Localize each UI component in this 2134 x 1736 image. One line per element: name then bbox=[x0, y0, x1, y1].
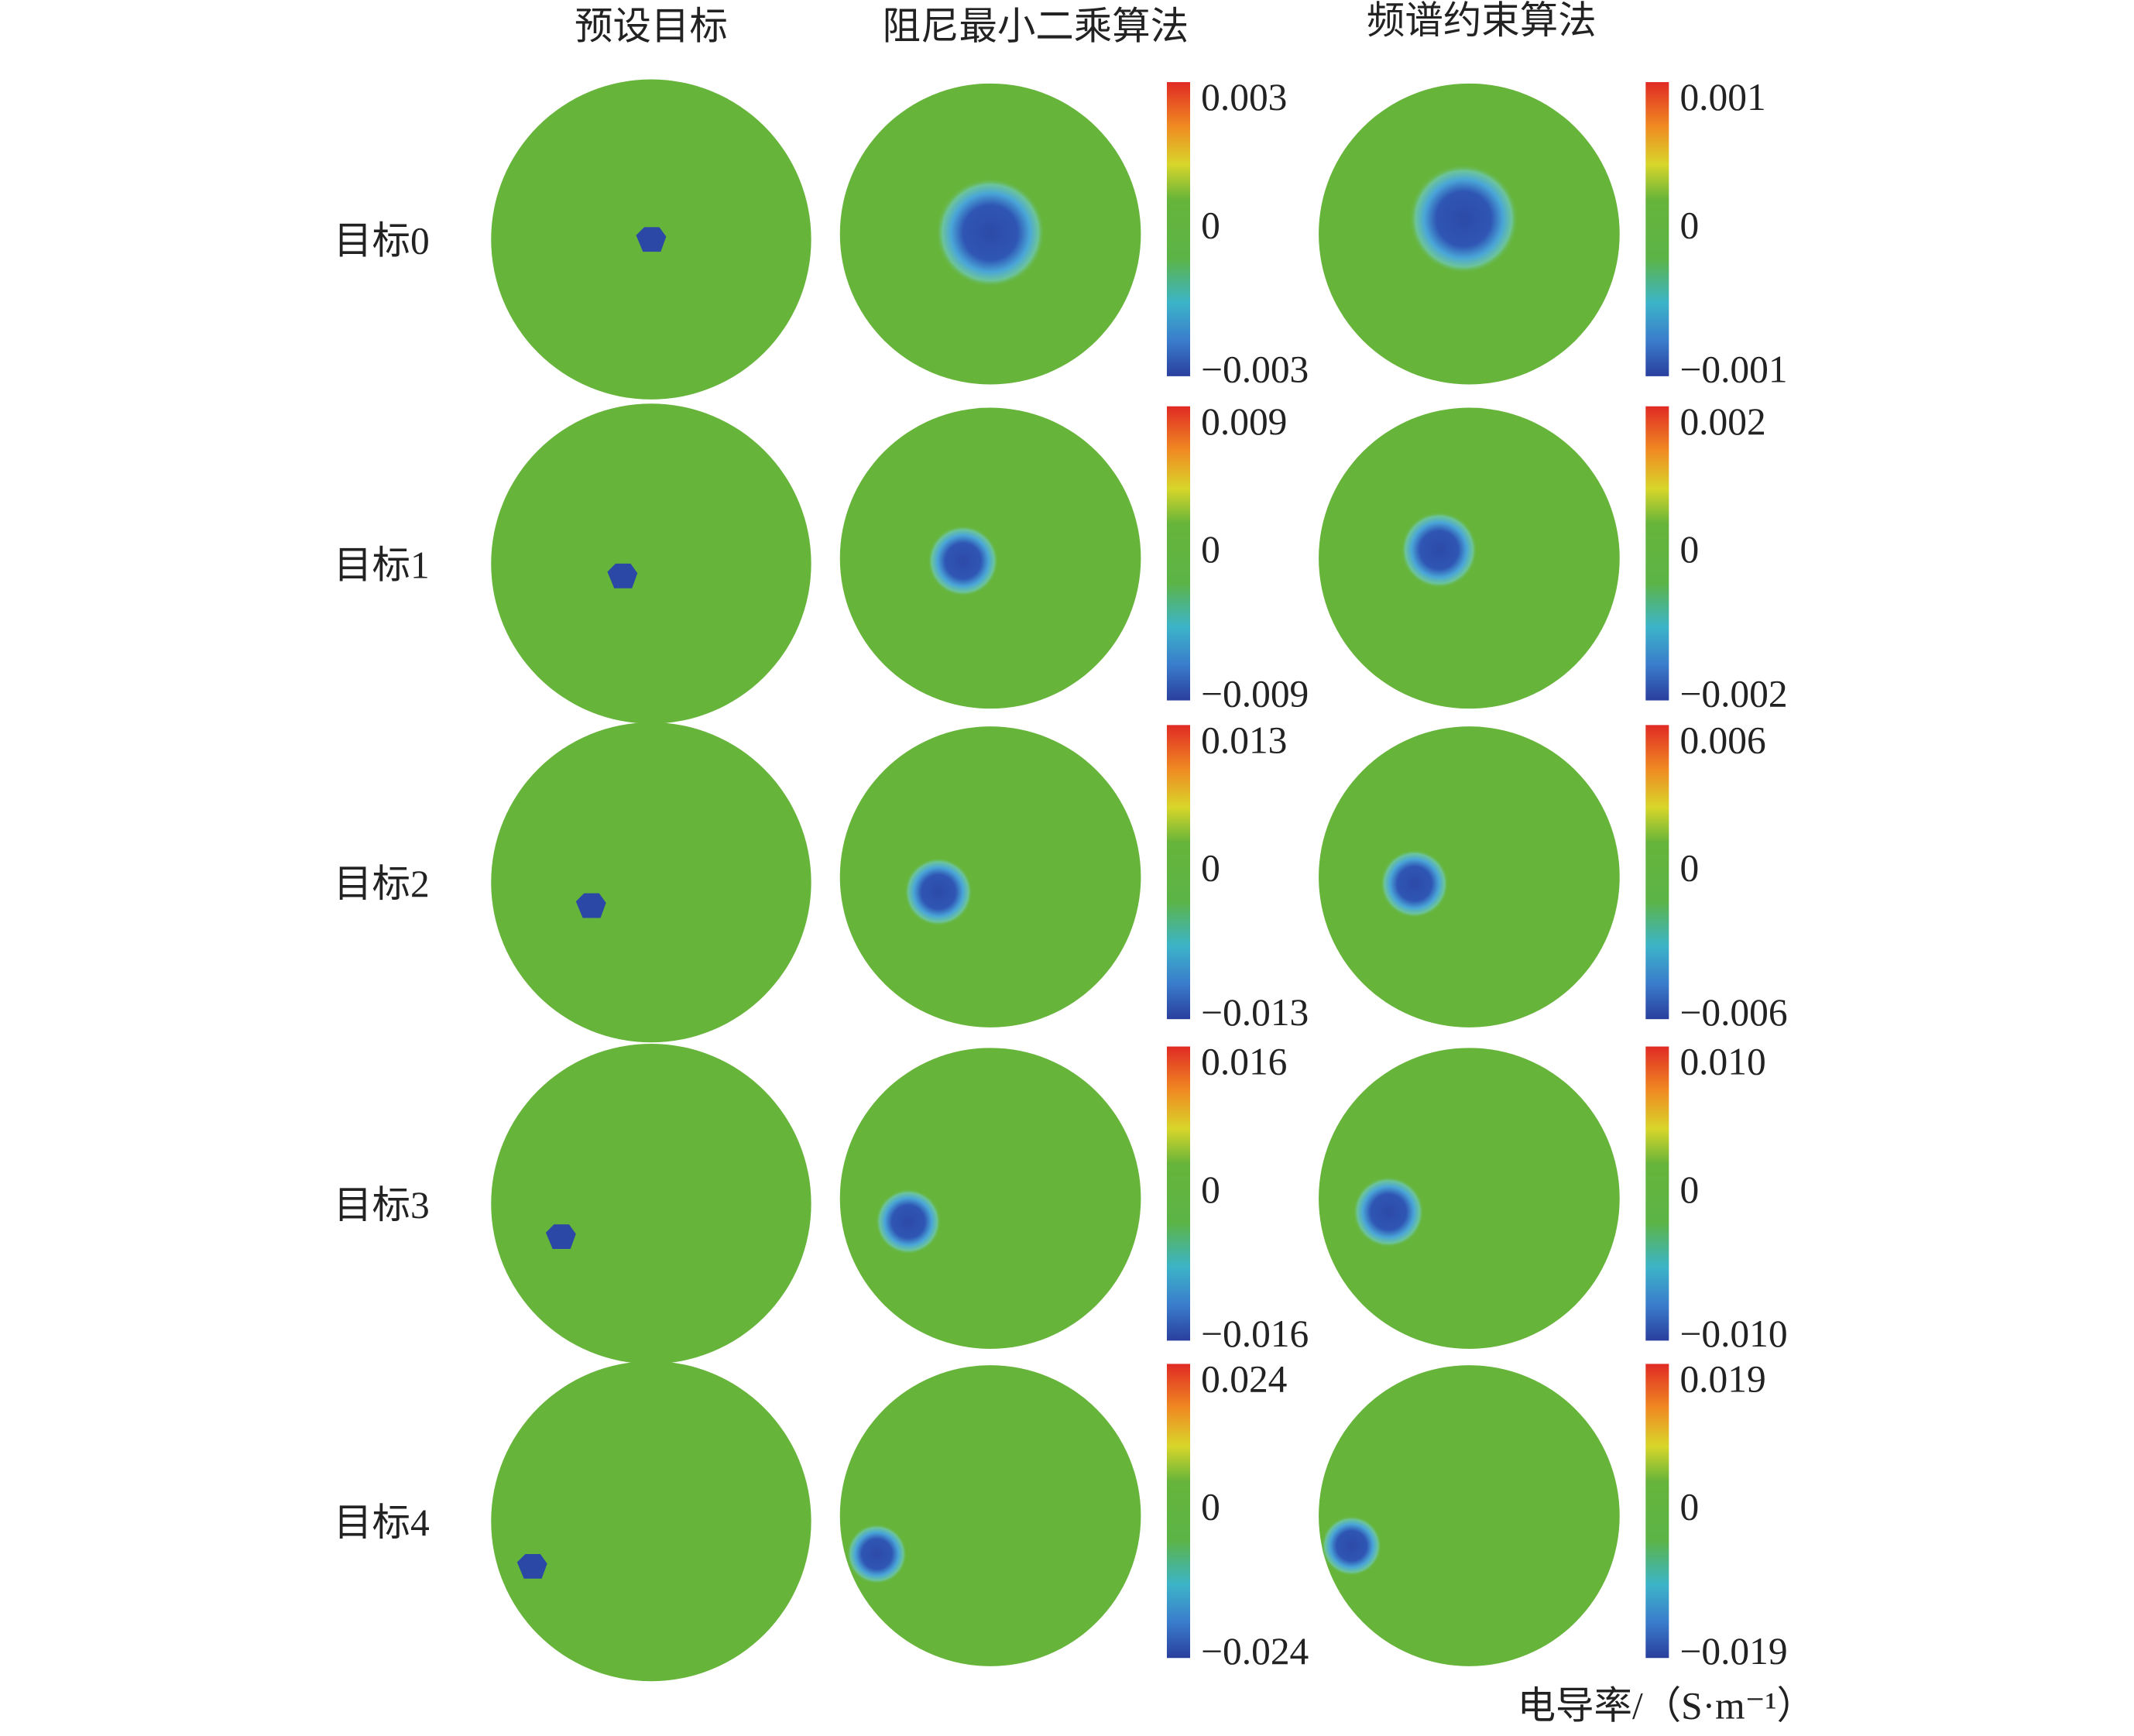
colorbar-mid: 0 bbox=[1679, 204, 1699, 246]
colorbar-min: −0.019 bbox=[1679, 1630, 1787, 1673]
reconstruction-disc bbox=[1319, 1048, 1620, 1349]
row-label: 目标4 bbox=[334, 1501, 430, 1544]
colorbar-mid: 0 bbox=[1201, 847, 1220, 890]
colorbar-mid: 0 bbox=[1679, 528, 1699, 571]
colorbar-max: 0.001 bbox=[1679, 76, 1765, 118]
reconstruction-target bbox=[875, 1189, 942, 1255]
reconstruction-target bbox=[927, 525, 999, 597]
colorbar-mid: 0 bbox=[1201, 1486, 1220, 1528]
colorbar-min: −0.002 bbox=[1679, 672, 1787, 715]
colorbar-max: 0.009 bbox=[1201, 400, 1287, 443]
colorbar-min: −0.001 bbox=[1679, 348, 1787, 391]
colorbar-mid: 0 bbox=[1201, 204, 1220, 246]
row-label: 目标2 bbox=[334, 863, 430, 905]
unit-label: 电导率/（S·m⁻¹） bbox=[1518, 1685, 1815, 1727]
colorbar-min: −0.024 bbox=[1201, 1630, 1309, 1673]
row-label: 目标1 bbox=[334, 544, 430, 586]
colorbar-mid: 0 bbox=[1679, 847, 1699, 890]
colorbar-min: −0.003 bbox=[1201, 348, 1309, 391]
colorbar-max: 0.016 bbox=[1201, 1041, 1287, 1083]
colorbar-max: 0.002 bbox=[1679, 400, 1765, 443]
colorbar-min: −0.009 bbox=[1201, 672, 1309, 715]
preset-target bbox=[545, 1224, 576, 1250]
column-header: 预设目标 bbox=[575, 5, 728, 47]
colorbar-max: 0.003 bbox=[1201, 76, 1287, 118]
colorbar-mid: 0 bbox=[1679, 1486, 1699, 1528]
column-header: 阻尼最小二乘算法 bbox=[883, 5, 1189, 47]
colorbar-max: 0.019 bbox=[1679, 1357, 1765, 1400]
row-label: 目标0 bbox=[334, 220, 430, 262]
reconstruction-target bbox=[935, 177, 1045, 288]
reconstruction-target bbox=[1353, 1176, 1425, 1248]
colorbar bbox=[1166, 82, 1190, 376]
colorbar bbox=[1166, 725, 1190, 1020]
colorbar-mid: 0 bbox=[1679, 1168, 1699, 1211]
preset-disc bbox=[491, 1044, 811, 1364]
colorbar-min: −0.010 bbox=[1679, 1312, 1787, 1355]
reconstruction-disc bbox=[1319, 726, 1620, 1028]
colorbar bbox=[1645, 1364, 1669, 1659]
colorbar-min: −0.016 bbox=[1201, 1312, 1309, 1355]
preset-target bbox=[636, 227, 667, 252]
colorbar-mid: 0 bbox=[1201, 528, 1220, 571]
preset-disc bbox=[491, 1360, 811, 1682]
reconstruction-target bbox=[1380, 849, 1449, 918]
reconstruction-disc bbox=[839, 1048, 1141, 1349]
colorbar bbox=[1645, 82, 1669, 376]
colorbar bbox=[1166, 406, 1190, 701]
colorbar bbox=[1645, 406, 1669, 701]
reconstruction-target bbox=[1408, 164, 1518, 274]
colorbar-max: 0.024 bbox=[1201, 1357, 1287, 1400]
preset-target bbox=[575, 893, 606, 918]
colorbar-min: −0.006 bbox=[1679, 991, 1787, 1034]
reconstruction-target bbox=[846, 1524, 907, 1584]
reconstruction-target bbox=[1321, 1515, 1382, 1576]
preset-disc bbox=[491, 403, 811, 724]
colorbar bbox=[1166, 1046, 1190, 1341]
reconstruction-target bbox=[1401, 511, 1477, 588]
colorbar bbox=[1645, 725, 1669, 1020]
colorbar bbox=[1645, 1046, 1669, 1341]
reconstruction-target bbox=[904, 857, 973, 927]
reconstruction-disc bbox=[839, 726, 1141, 1028]
column-header: 频谱约束算法 bbox=[1367, 0, 1597, 42]
colorbar-max: 0.006 bbox=[1679, 719, 1765, 761]
reconstruction-disc bbox=[1319, 1365, 1620, 1666]
row-label: 目标3 bbox=[334, 1184, 430, 1227]
reconstruction-disc bbox=[839, 1365, 1141, 1666]
preset-target bbox=[607, 563, 638, 588]
colorbar-min: −0.013 bbox=[1201, 991, 1309, 1034]
colorbar-max: 0.010 bbox=[1679, 1041, 1765, 1083]
colorbar-max: 0.013 bbox=[1201, 719, 1287, 761]
colorbar bbox=[1166, 1364, 1190, 1659]
preset-target bbox=[516, 1553, 547, 1579]
preset-disc bbox=[491, 722, 811, 1043]
colorbar-mid: 0 bbox=[1201, 1168, 1220, 1211]
